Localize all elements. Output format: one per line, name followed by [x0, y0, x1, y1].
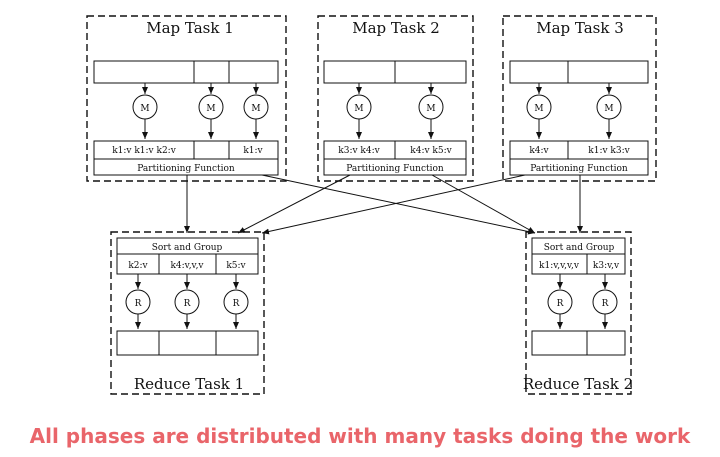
map-output-pairs: k1:v k1:v k2:v — [112, 146, 177, 156]
reduce-group: k4:v,v,v — [170, 261, 204, 271]
map-task-1: Map Task 1 M M M k1:v k1:v k2:v k1:v — [86, 15, 287, 182]
partitioning-function-label: Partitioning Function — [530, 164, 628, 174]
map-output-pairs: k3:v k4:v — [338, 146, 380, 156]
sort-and-group-label: Sort and Group — [152, 243, 223, 253]
svg-text:R: R — [184, 299, 191, 309]
map-task-2-title: Map Task 2 — [352, 19, 440, 37]
reducer-node: R — [125, 289, 151, 315]
mapper-node: M — [596, 94, 622, 120]
svg-text:R: R — [135, 299, 142, 309]
svg-text:M: M — [534, 104, 543, 114]
shuffle-arrows — [184, 174, 583, 235]
reduce-task-2-title: Reduce Task 2 — [523, 375, 633, 393]
partitioning-function-label: Partitioning Function — [137, 164, 235, 174]
mapper-node: M — [198, 94, 224, 120]
map-task-3: Map Task 3 M M k4:v k1:v k3:v Partitioni… — [502, 15, 657, 182]
map-task-1-title: Map Task 1 — [146, 19, 234, 37]
mapper-node: M — [243, 94, 269, 120]
reducer-node: R — [223, 289, 249, 315]
reducer-node: R — [174, 289, 200, 315]
svg-text:M: M — [140, 104, 149, 114]
mapper-node: M — [346, 94, 372, 120]
reducer-node: R — [547, 289, 573, 315]
reduce-group: k5:v — [226, 261, 246, 271]
reduce-group: k3:v,v — [593, 261, 620, 271]
svg-text:M: M — [206, 104, 215, 114]
svg-text:M: M — [604, 104, 613, 114]
svg-text:R: R — [602, 299, 609, 309]
map-output-pairs: k1:v k3:v — [588, 146, 630, 156]
map-task-2: Map Task 2 M M k3:v k4:v k4:v k5:v Parti… — [317, 15, 474, 182]
mapper-node: M — [132, 94, 158, 120]
partitioning-function-label: Partitioning Function — [346, 164, 444, 174]
reduce-task-1-title: Reduce Task 1 — [134, 375, 244, 393]
reduce-group: k1:v,v,v,v — [539, 261, 580, 271]
svg-text:M: M — [426, 104, 435, 114]
sort-and-group-label: Sort and Group — [544, 243, 615, 253]
reducer-node: R — [592, 289, 618, 315]
map-output-pairs: k1:v — [243, 146, 263, 156]
reduce-group: k2:v — [128, 261, 148, 271]
svg-text:R: R — [557, 299, 564, 309]
map-output-pairs: k4:v — [529, 146, 549, 156]
map-output-pairs: k4:v k5:v — [410, 146, 452, 156]
mapper-node: M — [418, 94, 444, 120]
reduce-task-2: Sort and Group k1:v,v,v,v k3:v,v R R Red… — [523, 231, 633, 395]
map-task-3-title: Map Task 3 — [536, 19, 624, 37]
svg-text:M: M — [354, 104, 363, 114]
reduce-task-1: Sort and Group k2:v k4:v,v,v k5:v R R R … — [110, 231, 265, 395]
slide-caption: All phases are distributed with many tas… — [29, 424, 691, 448]
svg-text:M: M — [251, 104, 260, 114]
mapper-node: M — [526, 94, 552, 120]
svg-text:R: R — [233, 299, 240, 309]
